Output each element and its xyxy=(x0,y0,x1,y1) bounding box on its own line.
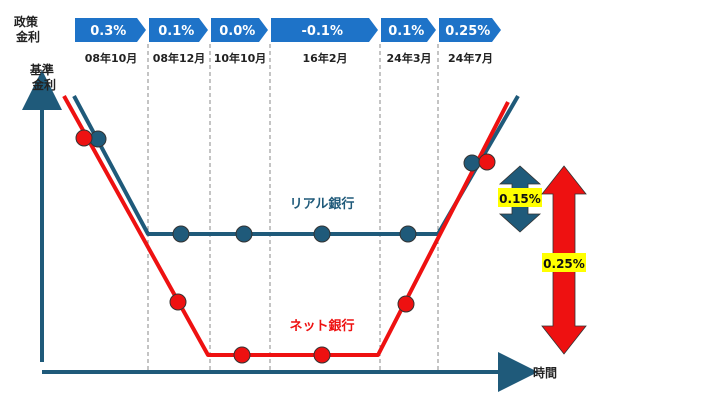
policy-rate-banner xyxy=(439,18,501,42)
policy-rate-value: 0.1% xyxy=(388,24,424,39)
spread-label: 0.25% xyxy=(543,257,585,271)
policy-rate-value: 0.1% xyxy=(158,24,194,39)
net-bank-line xyxy=(62,95,510,357)
period-labels: 08年10月 08年12月 10年10月 16年2月 24年3月 24年7月 xyxy=(85,51,493,65)
y-axis-label-line-2: 金利 xyxy=(31,77,56,92)
policy-rate-banner xyxy=(149,18,208,42)
rate-lines xyxy=(62,94,520,357)
policy-rate-banner xyxy=(271,18,378,42)
policy-rate-banner xyxy=(381,18,436,42)
spread-label-bg xyxy=(542,253,586,272)
spread-annotations: 0.15% 0.25% xyxy=(498,165,587,355)
policy-rate-label: 政策 金利 xyxy=(14,14,42,44)
period-date-label: 24年3月 xyxy=(387,51,432,65)
policy-rate-value: 0.3% xyxy=(90,24,126,39)
real-bank-point xyxy=(235,225,253,243)
period-dividers xyxy=(147,44,439,370)
policy-rate-banner xyxy=(75,18,146,42)
net-bank-point xyxy=(75,129,93,147)
policy-rate-value: -0.1% xyxy=(302,24,343,39)
period-date-label: 08年12月 xyxy=(153,51,206,65)
real-bank-point xyxy=(399,225,417,243)
rate-points xyxy=(75,129,496,364)
policy-rate-label-line-1: 政策 xyxy=(14,14,39,29)
spread-label: 0.15% xyxy=(499,192,541,206)
real-bank-point xyxy=(313,225,331,243)
x-axis-label: 時間 xyxy=(533,365,557,380)
period-date-label: 16年2月 xyxy=(303,51,348,65)
axes: 基準 金利 時間 xyxy=(22,62,557,392)
y-axis-label: 基準 金利 xyxy=(29,62,58,92)
policy-rate-value: 0.25% xyxy=(445,24,490,39)
period-date-label: 24年7月 xyxy=(448,51,493,65)
net-bank-point xyxy=(233,346,251,364)
real-bank-label: リアル銀行 xyxy=(290,196,355,212)
policy-rate-label-line-2: 金利 xyxy=(15,29,40,44)
header-labels: 政策 金利 xyxy=(14,14,42,44)
net-bank-point xyxy=(313,346,331,364)
spread-label-bg xyxy=(498,188,542,207)
policy-rate-banners: 0.3% 0.1% 0.0% -0.1% 0.1% 0.25% xyxy=(75,18,501,42)
policy-rate-banner xyxy=(211,18,268,42)
y-axis-label-line-1: 基準 xyxy=(29,62,54,77)
real-bank-point xyxy=(463,154,481,172)
period-date-label: 10年10月 xyxy=(214,51,267,65)
net-bank-point xyxy=(169,293,187,311)
net-bank-label: ネット銀行 xyxy=(289,318,354,334)
real-bank-point xyxy=(172,225,190,243)
net-bank-point xyxy=(397,295,415,313)
net-bank-point xyxy=(478,153,496,171)
policy-rate-value: 0.0% xyxy=(219,24,255,39)
period-date-label: 08年10月 xyxy=(85,51,138,65)
